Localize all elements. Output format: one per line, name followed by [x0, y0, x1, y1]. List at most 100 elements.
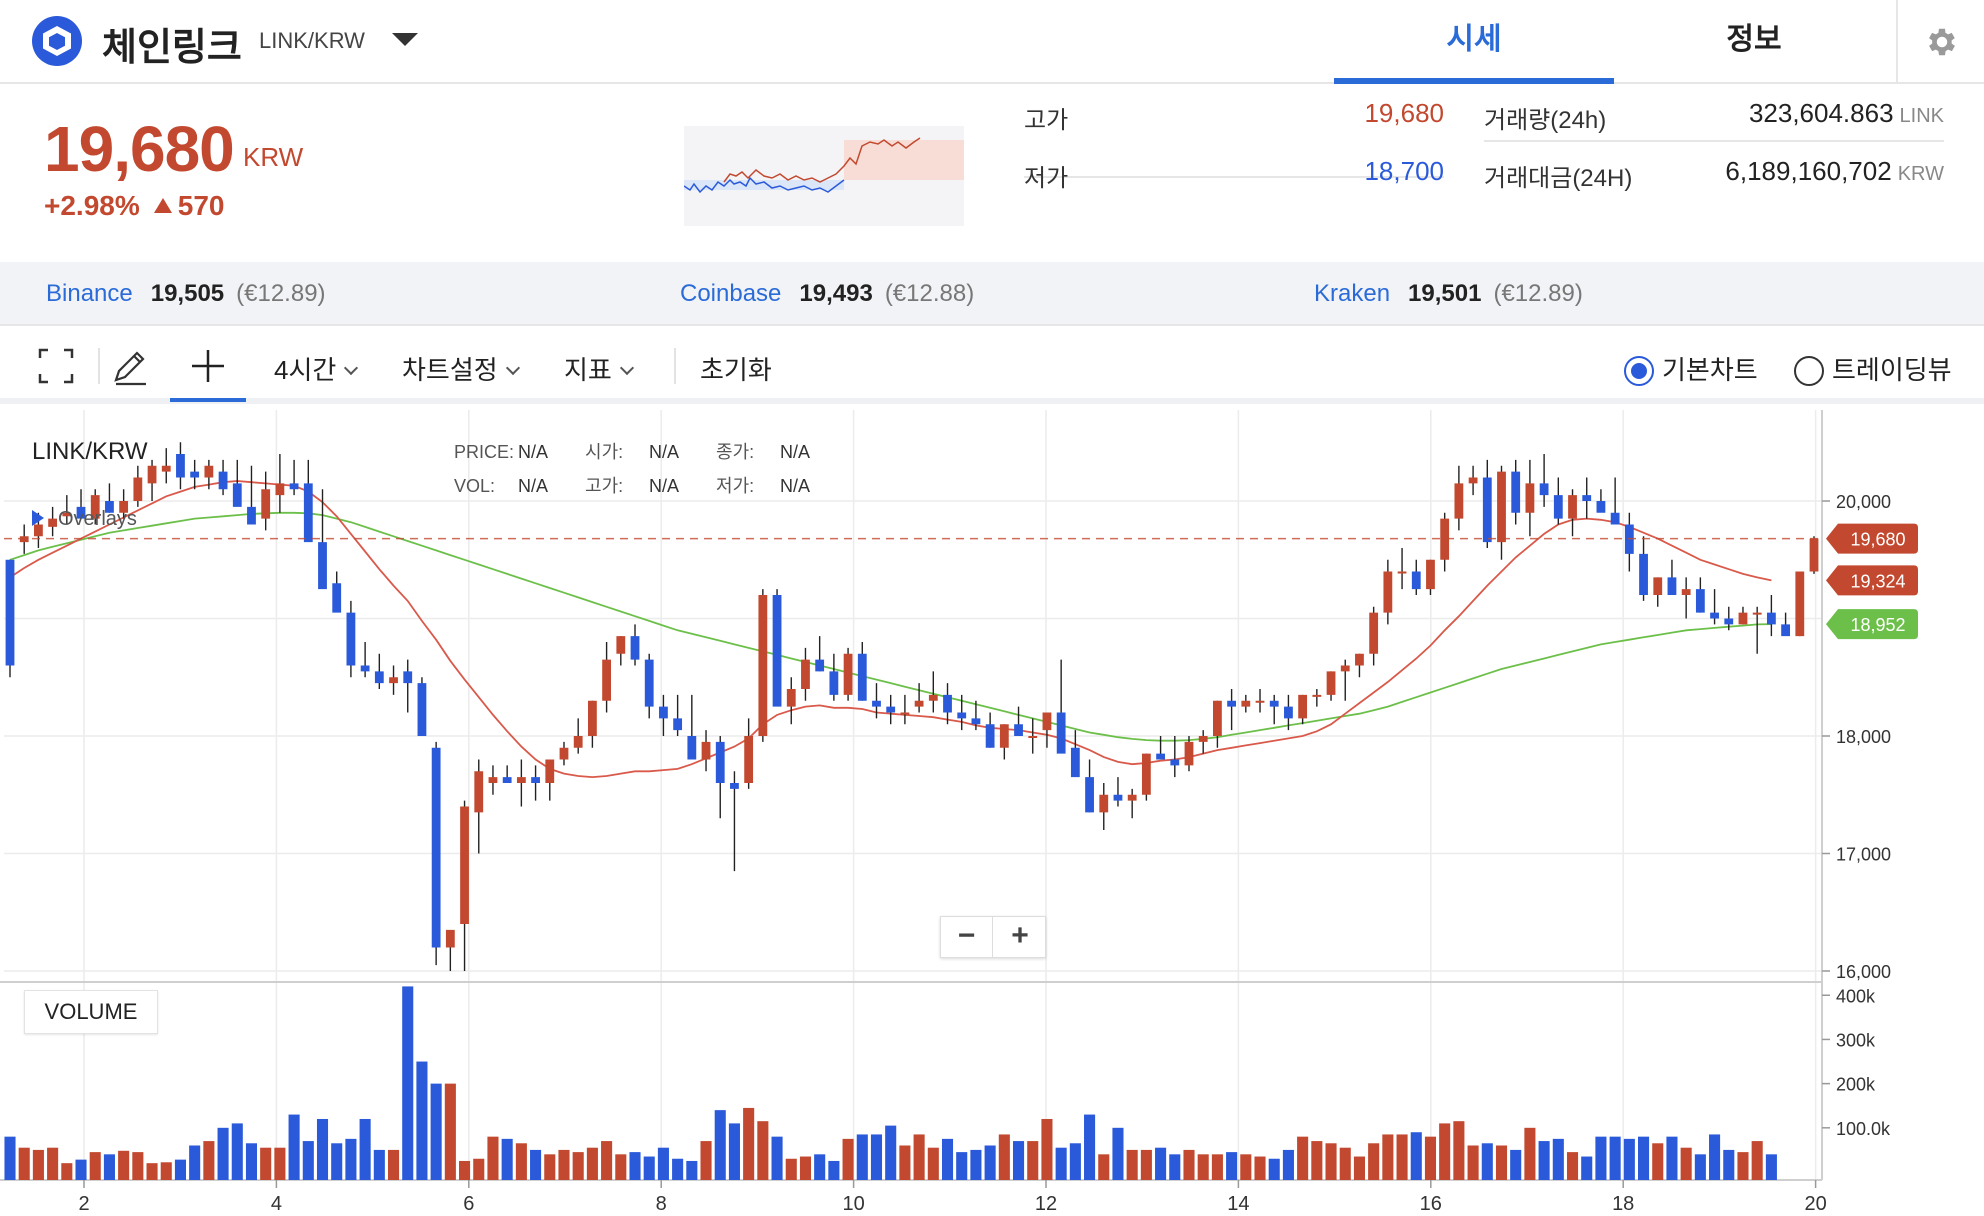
volume-bar: [473, 1158, 485, 1180]
volume-bar: [1098, 1154, 1110, 1180]
candle-body: [1284, 706, 1293, 719]
volume-bar: [1709, 1134, 1721, 1180]
active-tool-indicator: [170, 398, 246, 402]
chainlink-logo: [32, 16, 82, 66]
chart-settings-dropdown[interactable]: 차트설정: [402, 350, 520, 387]
volume-bar: [260, 1147, 272, 1180]
overlays-toggle[interactable]: Overlays: [32, 508, 137, 531]
radio-checked-icon: [1624, 356, 1654, 386]
chart-settings-label: 차트설정: [402, 355, 498, 385]
volume-bar: [359, 1118, 371, 1180]
x-tick-label: 14: [1227, 1193, 1249, 1215]
legend-value: N/A: [649, 476, 680, 496]
candle-body: [999, 724, 1009, 748]
volume-bar: [345, 1138, 357, 1180]
volume-bar: [1538, 1141, 1550, 1180]
basic-chart-label: 기본차트: [1662, 355, 1758, 385]
x-tick-label: 6: [463, 1193, 474, 1215]
candle-body: [1028, 736, 1038, 738]
candle-body: [318, 542, 327, 590]
volume-bar: [586, 1147, 598, 1180]
volume-bar: [686, 1160, 698, 1180]
candle-body: [1568, 495, 1577, 519]
volume-bar: [672, 1158, 684, 1180]
radio-tradingview[interactable]: 트레이딩뷰: [1794, 350, 1952, 387]
volume-bar: [913, 1134, 925, 1180]
exchange-price: 19,501: [1408, 280, 1482, 307]
volume-bar: [530, 1149, 542, 1180]
zoom-out-button[interactable]: −: [941, 917, 993, 957]
tab-info[interactable]: 정보: [1726, 23, 1782, 56]
play-triangle-icon: [32, 510, 44, 526]
tradingview-label: 트레이딩뷰: [1832, 355, 1952, 385]
candle-body: [1710, 612, 1719, 619]
volume-bar: [217, 1127, 229, 1180]
volume-bar: [899, 1145, 911, 1180]
candle-body: [1468, 477, 1478, 484]
candlestick-chart[interactable]: 16,000 17,000 18,000 20,000 100.0k 200k 300k 40…: [0, 410, 1984, 1216]
fullscreen-icon[interactable]: [36, 346, 76, 386]
exchange-name-link[interactable]: Kraken: [1314, 280, 1391, 307]
volume-bar: [814, 1154, 826, 1180]
interval-label: 4시간: [274, 355, 337, 385]
candle-body: [772, 595, 782, 707]
reset-button[interactable]: 초기화: [700, 355, 772, 385]
candle-body: [730, 783, 739, 789]
x-tick-label: 8: [656, 1193, 667, 1215]
candle-body: [1482, 477, 1492, 543]
volume-bar: [941, 1138, 954, 1180]
candle-body: [1212, 700, 1222, 736]
legend-key: 시가:: [585, 442, 624, 462]
volume-bar: [842, 1138, 854, 1180]
exchange-name-link[interactable]: Coinbase: [680, 280, 782, 307]
volume-bar: [1595, 1136, 1607, 1180]
chart-area[interactable]: 16,000 17,000 18,000 20,000 100.0k 200k 300k 40…: [0, 410, 1984, 1216]
up-triangle-icon: [153, 198, 172, 213]
candle-body: [630, 636, 640, 660]
volume-bar: [1439, 1123, 1451, 1180]
candle-body: [1014, 724, 1023, 736]
pencil-icon[interactable]: [110, 346, 150, 386]
volume-bar: [1112, 1127, 1124, 1180]
candle-body: [1766, 612, 1776, 625]
volume-bar: [615, 1154, 627, 1180]
candle-body: [34, 524, 43, 537]
indicators-dropdown[interactable]: 지표: [564, 350, 634, 387]
candle-body: [957, 712, 967, 719]
radio-basic-chart[interactable]: 기본차트: [1624, 350, 1758, 387]
candle-body: [1042, 712, 1052, 731]
candle-body: [602, 659, 612, 701]
candle-body: [1582, 495, 1592, 501]
crosshair-icon[interactable]: [188, 346, 228, 386]
zoom-in-button[interactable]: +: [1011, 919, 1029, 952]
chevron-down-icon: [344, 360, 359, 376]
x-tick-label: 4: [271, 1193, 282, 1215]
chart-pair-label: LINK/KRW: [32, 438, 148, 465]
volume-bar: [1566, 1152, 1579, 1180]
candle-body: [502, 777, 512, 783]
volume-bar: [1140, 1149, 1152, 1180]
volume-bar: [103, 1154, 115, 1180]
legend-value: N/A: [649, 442, 680, 462]
candle-body: [1255, 700, 1265, 703]
candle-body: [1781, 624, 1790, 637]
candle-body: [332, 583, 342, 613]
toolbar-divider: [98, 348, 100, 384]
candle-body: [488, 777, 498, 783]
coin-select-dropdown-icon[interactable]: [392, 33, 418, 46]
radio-unchecked-icon: [1794, 356, 1824, 386]
change-amount: 570: [177, 190, 225, 221]
interval-dropdown[interactable]: 4시간: [274, 350, 359, 387]
settings-button[interactable]: [1896, 0, 1984, 84]
volume-bar: [118, 1150, 130, 1180]
candle-body: [133, 477, 143, 501]
tab-price[interactable]: 시세: [1334, 0, 1614, 84]
candle-body: [914, 700, 924, 707]
candle-body: [928, 694, 938, 701]
candle-body: [1156, 753, 1165, 760]
volume-bar: [402, 986, 414, 1180]
volume-bar: [1169, 1154, 1181, 1180]
change-percent: +2.98%: [44, 190, 140, 221]
exchange-name-link[interactable]: Binance: [46, 280, 133, 307]
candle-body: [516, 777, 526, 783]
